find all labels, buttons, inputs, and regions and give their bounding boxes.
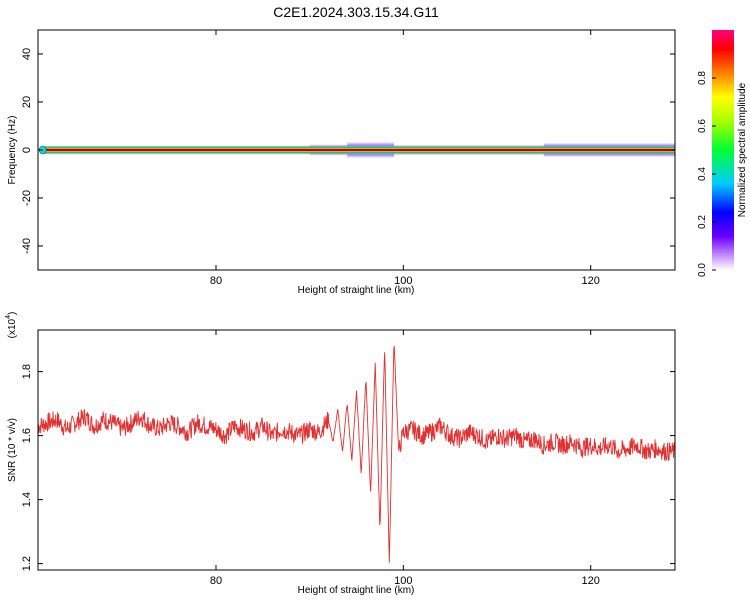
snr-y-tick-label: 1.4 [21, 492, 33, 507]
spectrogram-x-axis-label: Height of straight line (km) [298, 285, 415, 296]
snr-series-line [38, 346, 675, 563]
spectrogram-y-tick-label: 20 [21, 96, 33, 108]
colorbar-label: Normalized spectral amplitude [737, 82, 748, 217]
snr-panel: 80 100 120 1.2 1.4 1.6 1.8 Height of straight … [5, 312, 676, 596]
snr-x-tick-label: 80 [210, 575, 222, 587]
spectrogram-y-tick-label: -40 [21, 238, 33, 254]
snr-y-tick-label: 1.2 [21, 556, 33, 571]
snr-x-tick-label: 120 [582, 575, 600, 587]
colorbar-tick-label: 0.6 [697, 119, 708, 133]
snr-y-tick-label: 1.6 [21, 428, 33, 443]
snr-y-multiplier-close: ) [7, 312, 18, 315]
colorbar-ticks: 0.0 0.2 0.4 0.6 0.8 [697, 71, 716, 277]
spectrogram-y-tick-label: 40 [21, 48, 33, 60]
spectrogram-y-axis-label: Frequency (Hz) [7, 116, 18, 185]
snr-y-multiplier-exp: 4 [5, 315, 12, 319]
snr-ticks: 80 100 120 1.2 1.4 1.6 1.8 [21, 330, 675, 587]
colorbar-tick-label: 0.2 [697, 215, 708, 229]
spectrogram-band [38, 141, 675, 159]
colorbar-tick-label: 0.0 [697, 263, 708, 277]
spectrogram-y-tick-label: 0 [21, 147, 33, 153]
snr-y-tick-label: 1.8 [21, 364, 33, 379]
colorbar-tick-label: 0.4 [697, 167, 708, 181]
spectrogram-y-tick-label: -20 [21, 190, 33, 206]
snr-x-axis-label: Height of straight line (km) [298, 585, 415, 596]
spectrogram-x-tick-label: 80 [210, 275, 222, 287]
figure-title: C2E1.2024.303.15.34.G11 [273, 4, 439, 20]
snr-plot-area [38, 346, 675, 563]
spectrogram-x-tick-label: 120 [582, 275, 600, 287]
colorbar: 0.0 0.2 0.4 0.6 0.8 Normalized spectral ampl… [697, 30, 748, 277]
spectrogram-x-tick-label: 100 [394, 275, 412, 287]
snr-x-tick-label: 100 [394, 575, 412, 587]
snr-y-axis-label: SNR (10 * v/v) [7, 418, 18, 482]
snr-y-multiplier-base: (x10 [7, 318, 18, 338]
spectrogram-ticks: 80 100 120 -40 -20 0 20 40 [21, 30, 675, 287]
snr-frame [37, 329, 676, 571]
colorbar-gradient [712, 30, 734, 270]
snr-y-multiplier: (x104) [5, 312, 18, 339]
spectrogram-panel: 80 100 120 -40 -20 0 20 40 Height of straight l… [7, 29, 676, 296]
colorbar-tick-label: 0.8 [697, 71, 708, 85]
